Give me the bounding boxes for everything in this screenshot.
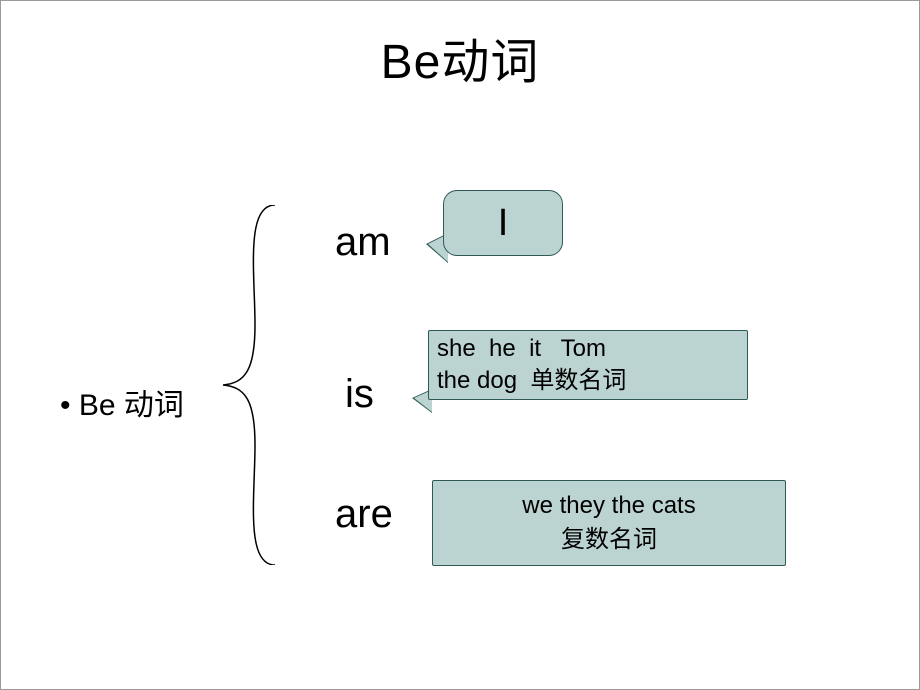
verb-am: am xyxy=(335,220,391,265)
callout-is: she he it Tom the dog 单数名词 xyxy=(428,330,748,400)
callout-are: we they the cats 复数名词 xyxy=(432,480,786,566)
verb-is: is xyxy=(345,372,374,417)
curly-brace xyxy=(215,205,285,565)
callout-is-text: she he it Tom the dog 单数名词 xyxy=(437,333,626,398)
callout-are-text: we they the cats 复数名词 xyxy=(522,489,695,556)
callout-is-line2: the dog 单数名词 xyxy=(437,367,626,394)
callout-am-text: I xyxy=(498,202,509,245)
root-label: Be 动词 xyxy=(60,380,184,424)
page-title: Be动词 xyxy=(0,22,920,92)
callout-is-line1: she he it Tom xyxy=(437,335,606,362)
callout-are-line1: we they the cats xyxy=(522,489,695,523)
verb-are: are xyxy=(335,492,393,537)
callout-are-line2: 复数名词 xyxy=(522,523,695,557)
callout-am: I xyxy=(443,190,563,256)
